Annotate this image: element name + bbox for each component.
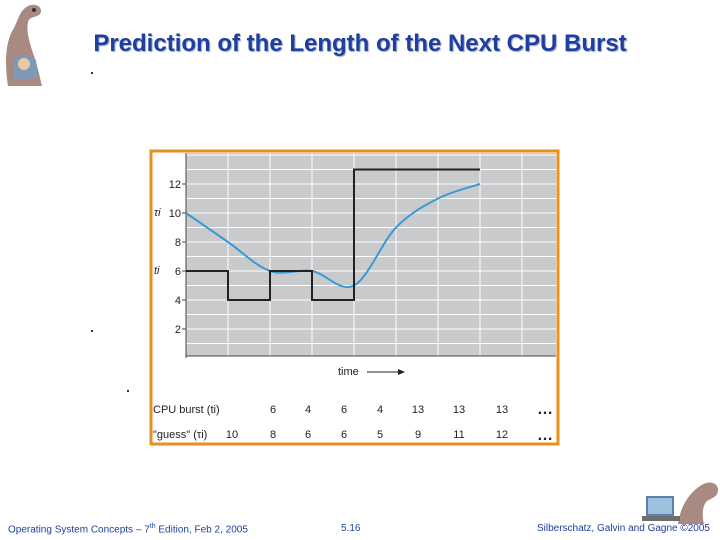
table-cell-value: 13 (412, 404, 424, 416)
table-row-label-burst: CPU burst (ti) (153, 404, 220, 416)
table-row-guess-values: 10 8 6 6 5 9 11 12 (226, 429, 508, 441)
y-tick-label: 12 (169, 179, 181, 191)
plot-background (186, 153, 556, 356)
table-row-ellipsis: … (537, 427, 553, 444)
footer-book-info: Operating System Concepts – 7th Edition,… (8, 523, 248, 536)
time-axis-label: time (338, 366, 359, 378)
table-cell-value: 6 (305, 429, 311, 441)
y-tick-label: 10 (169, 208, 181, 220)
table-cell-value: 11 (453, 429, 464, 441)
bullet-dot (91, 330, 93, 332)
time-arrow (367, 369, 405, 375)
table-cell-value: 4 (305, 404, 311, 416)
bullet-dot (127, 390, 129, 392)
table-row-burst-values: 6 4 6 4 13 13 13 (270, 404, 508, 416)
dinosaur-laptop-logo-icon (638, 472, 720, 524)
table-cell-value: 8 (270, 429, 276, 441)
table-cell-value: 6 (270, 404, 276, 416)
y-tick-label: 2 (175, 324, 181, 336)
table-cell-value: 6 (341, 429, 347, 441)
footer-page-number: 5.16 (341, 523, 361, 534)
table-row-ellipsis: … (537, 401, 553, 418)
bullet-dot (91, 72, 93, 74)
table-cell-value: 9 (415, 429, 421, 441)
table-cell-value: 6 (341, 404, 347, 416)
footer-copyright: Silberschatz, Galvin and Gagne ©2005 (536, 523, 710, 534)
plot-grid (185, 153, 556, 358)
slide-title: Prediction of the Length of the Next CPU… (93, 30, 627, 57)
burst-step-line (186, 168, 480, 301)
guess-curve (185, 183, 481, 289)
table-cell-value: 10 (226, 429, 238, 441)
table-cell-value: 12 (496, 429, 508, 441)
y-tick-label: 6 (175, 266, 181, 278)
table-cell-value: 13 (496, 404, 508, 416)
table-cell-value: 5 (377, 429, 383, 441)
y-tick-label: 8 (175, 237, 181, 249)
y-axis-label-guess: τi (154, 207, 161, 219)
y-tick-label: 4 (175, 295, 181, 307)
y-tick-labels: 2 4 6 8 10 12 (169, 179, 186, 336)
table-cell-value: 4 (377, 404, 383, 416)
y-axis-label-burst: ti (154, 265, 160, 277)
table-row-label-guess: "guess" (τi) (153, 429, 207, 441)
table-cell-value: 13 (453, 404, 465, 416)
dinosaur-logo-icon (0, 0, 48, 88)
